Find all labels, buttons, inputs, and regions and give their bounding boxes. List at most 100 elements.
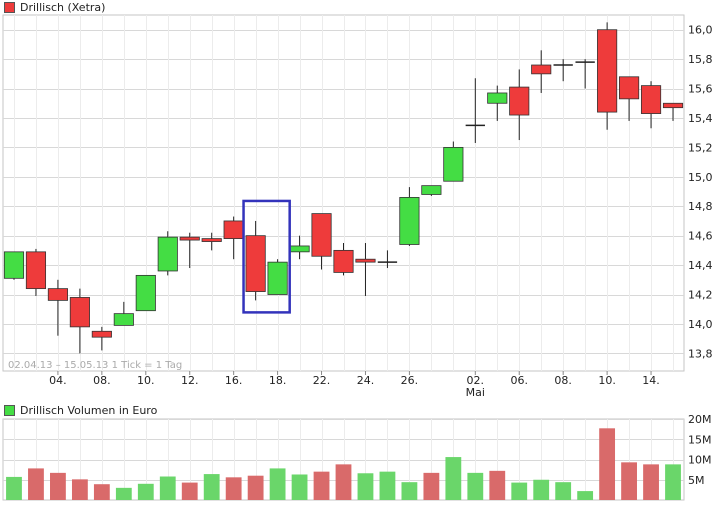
volume-bar	[621, 462, 637, 500]
price-y-tick-label: 14,8	[688, 200, 713, 213]
price-x-ticks: 04. 08. 10. 12. 16. 18. 22. 24. 26. 02.Mai 06. 08. 1…	[8, 360, 660, 399]
candle-body	[3, 251, 25, 279]
price-y-tick-label: 14,6	[688, 230, 713, 243]
volume-bar	[159, 476, 176, 500]
price-y-ticks: 16,0 15,8 15,6 15,4 15,2 15,0 14,8 14,6 14,4 14,2…	[688, 24, 713, 361]
price-y-tick-label: 15,6	[688, 83, 713, 96]
volume-bar	[247, 475, 264, 500]
price-frame	[2, 14, 685, 372]
candle	[399, 187, 420, 246]
price-y-tick-label: 16,0	[688, 24, 713, 37]
candle	[553, 59, 573, 82]
candle-body	[509, 86, 530, 116]
price-legend: Drillisch (Xetra)	[4, 0, 105, 14]
price-y-tick-label: 13,8	[688, 347, 713, 360]
volume-bar	[93, 484, 110, 500]
price-y-tick-label: 15,0	[688, 171, 713, 184]
volume-y-tick-label: 10M	[688, 454, 712, 467]
candle	[487, 85, 508, 121]
volume-bar	[599, 428, 616, 500]
volume-bar	[71, 479, 88, 500]
candle-body	[597, 29, 618, 113]
candle	[619, 76, 640, 121]
candle-body	[355, 258, 376, 263]
candle-body	[69, 297, 90, 328]
candle-body	[443, 146, 464, 182]
volume-legend-label: Drillisch Volumen in Euro	[20, 403, 158, 417]
volume-bar	[291, 474, 308, 500]
candle	[135, 274, 156, 312]
price-y-tick-label: 14,2	[688, 289, 713, 302]
candle	[509, 69, 530, 141]
candle-body	[619, 76, 640, 100]
volume-bar	[28, 468, 44, 500]
price-x-tick-label: 04.	[49, 374, 67, 387]
candle	[47, 279, 68, 336]
volume-bar	[50, 472, 66, 500]
volume-bar	[137, 483, 154, 500]
volume-bar	[181, 482, 198, 500]
price-x-tick-label: 10.	[598, 374, 616, 387]
candle-body	[223, 220, 244, 240]
volume-bar	[225, 477, 242, 500]
price-x-tick-label: 08.	[554, 374, 572, 387]
candle	[245, 220, 266, 301]
candle	[3, 251, 25, 280]
candle-body	[399, 197, 420, 245]
price-y-tick-label: 14,4	[688, 259, 713, 272]
candle	[113, 301, 134, 326]
volume-bar	[643, 464, 659, 500]
price-x-tick-label: 14.	[642, 374, 660, 387]
candle	[465, 78, 485, 143]
volume-legend-swatch	[4, 404, 15, 416]
price-x-tick-label: 22.	[313, 374, 331, 387]
volume-bar	[203, 474, 220, 500]
volume-bar	[489, 470, 506, 500]
volume-bar	[6, 476, 22, 500]
candle-body	[487, 92, 508, 104]
price-x-tick-sublabel: Mai	[466, 386, 485, 399]
candle	[267, 259, 288, 295]
candle-body	[662, 102, 684, 109]
candle	[179, 232, 200, 269]
price-x-tick-label: 26.	[401, 374, 419, 387]
candle	[531, 50, 552, 93]
volume-grid	[2, 418, 685, 501]
volume-bar	[269, 468, 286, 500]
volume-bar	[357, 473, 374, 500]
volume-bar	[511, 482, 528, 500]
price-y-tick-label: 15,2	[688, 141, 713, 154]
candle	[333, 243, 354, 276]
volume-y-tick-label: 15M	[688, 433, 712, 446]
candle-body	[311, 213, 332, 257]
price-legend-swatch	[4, 1, 15, 13]
price-x-tick-label: 06.	[510, 374, 528, 387]
volume-bar	[467, 472, 484, 500]
volume-bar	[577, 491, 594, 500]
candle	[597, 22, 618, 130]
volume-bar	[313, 471, 330, 500]
price-x-tick-label: 08.	[93, 374, 111, 387]
candle-body	[531, 64, 552, 75]
candle-body	[201, 238, 222, 242]
candle	[640, 81, 662, 129]
candle-body	[640, 85, 662, 114]
volume-frame	[2, 418, 685, 501]
volume-y-ticks: 20M 15M 10M 5M	[688, 413, 712, 487]
volume-bar	[115, 487, 132, 500]
candle-body	[157, 236, 178, 272]
volume-bar	[555, 482, 572, 500]
candle	[91, 326, 112, 351]
volume-legend: Drillisch Volumen in Euro	[4, 403, 157, 417]
candle	[311, 213, 332, 270]
candle	[662, 102, 684, 121]
volume-bar	[423, 472, 440, 500]
volume-bar	[665, 464, 681, 500]
price-x-tick-label: 16.	[225, 374, 243, 387]
volume-bars	[6, 428, 681, 500]
candle	[157, 231, 178, 276]
candle-body	[25, 251, 47, 290]
candle	[355, 243, 376, 296]
volume-y-tick-label: 5M	[688, 474, 705, 487]
price-x-tick-label: 18.	[269, 374, 287, 387]
